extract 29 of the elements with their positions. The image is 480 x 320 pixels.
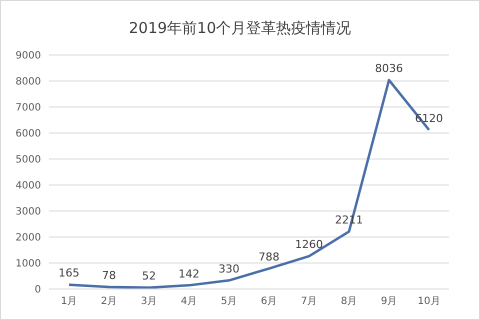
x-tick-label: 9月 [380,296,398,308]
y-tick-label: 8000 [16,76,41,88]
y-tick-label: 0 [34,284,41,296]
y-tick-label: 2000 [16,232,41,244]
y-tick-label: 3000 [16,206,41,218]
data-label: 788 [258,250,280,264]
chart-title: 2019年前10个月登革热疫情情况 [128,19,352,39]
data-label: 165 [58,266,80,280]
y-tick-label: 4000 [16,180,41,192]
x-tick-label: 3月 [140,296,158,308]
y-tick-label: 5000 [16,154,41,166]
x-tick-label: 2月 [100,296,118,308]
x-tick-label: 10月 [418,296,440,308]
x-tick-label: 5月 [220,296,238,308]
x-tick-label: 4月 [180,296,198,308]
x-tick-label: 7月 [300,296,318,308]
y-tick-label: 1000 [16,258,41,270]
x-tick-label: 8月 [340,296,358,308]
data-label: 8036 [375,62,403,76]
data-label: 330 [218,262,240,276]
y-tick-label: 9000 [16,50,41,62]
x-tick-label: 6月 [260,296,278,308]
data-label: 52 [142,270,156,283]
y-tick-label: 7000 [16,102,41,114]
y-tick-label: 6000 [16,128,41,140]
x-tick-label: 1月 [60,296,78,308]
data-label: 78 [102,268,116,282]
data-label: 1260 [295,238,323,252]
data-label: 142 [178,267,200,280]
